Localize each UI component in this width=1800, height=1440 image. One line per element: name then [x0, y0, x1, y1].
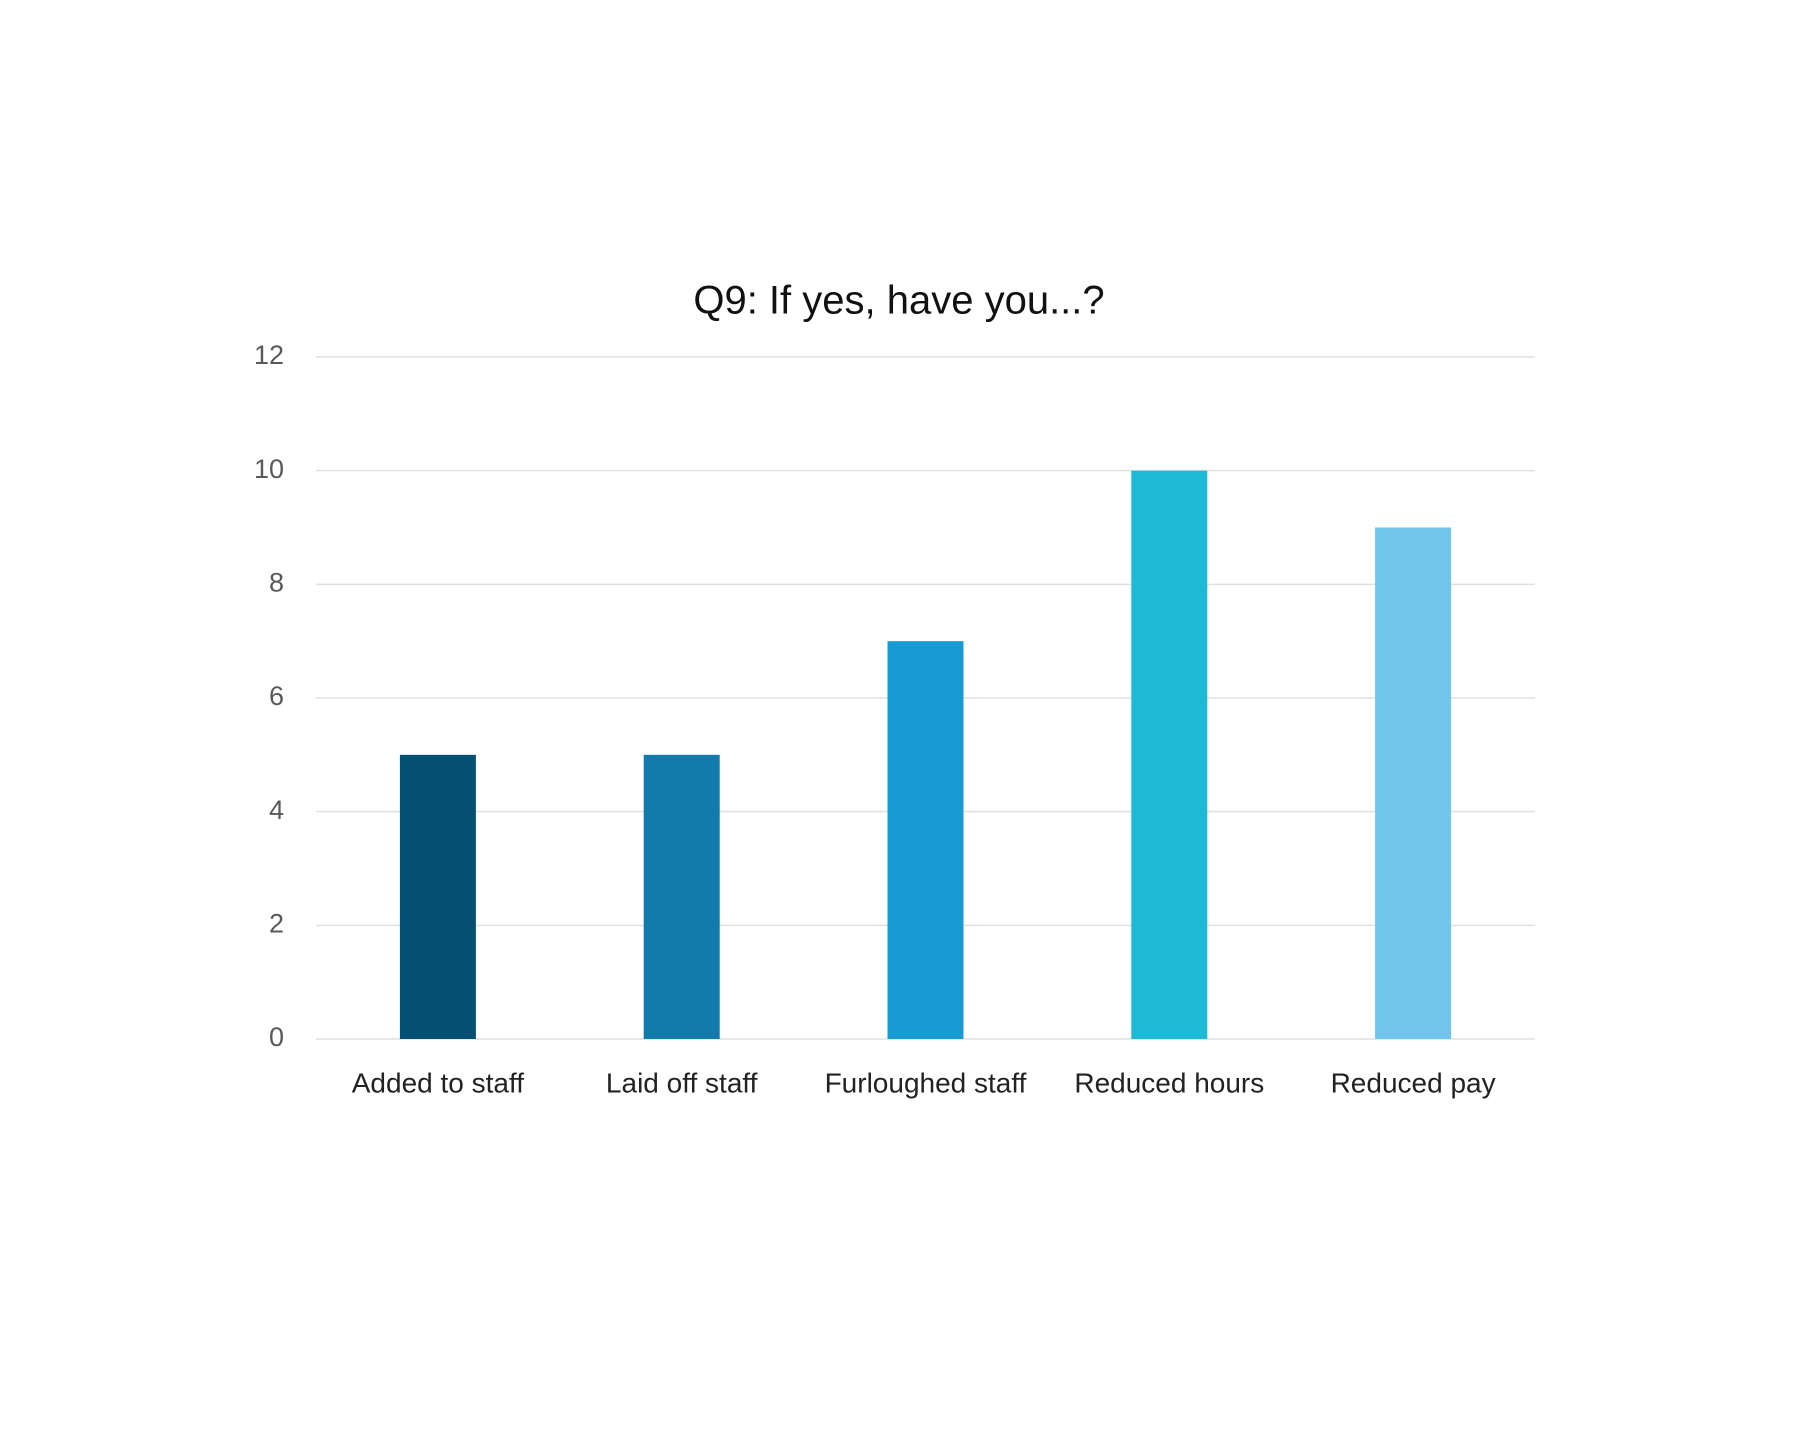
- x-tick-label: Reduced pay: [1331, 1067, 1496, 1098]
- bar: [399, 754, 476, 1039]
- x-tick-label: Furloughed staff: [825, 1067, 1027, 1098]
- y-tick-label: 8: [269, 567, 284, 597]
- y-tick-label: 4: [269, 795, 284, 825]
- x-tick-label: Added to staff: [352, 1067, 525, 1098]
- y-tick-label: 12: [254, 340, 284, 370]
- chart-title: Q9: If yes, have you...?: [693, 279, 1104, 323]
- y-tick-label: 6: [269, 681, 284, 711]
- x-tick-label: Laid off staff: [606, 1067, 758, 1098]
- y-tick-label: 10: [254, 454, 284, 484]
- y-tick-label: 0: [269, 1022, 284, 1052]
- bar: [1375, 527, 1452, 1039]
- bar: [643, 754, 720, 1039]
- y-tick-label: 2: [269, 908, 284, 938]
- x-tick-label: Reduced hours: [1074, 1067, 1264, 1098]
- bar: [887, 641, 964, 1039]
- bar: [1131, 470, 1208, 1040]
